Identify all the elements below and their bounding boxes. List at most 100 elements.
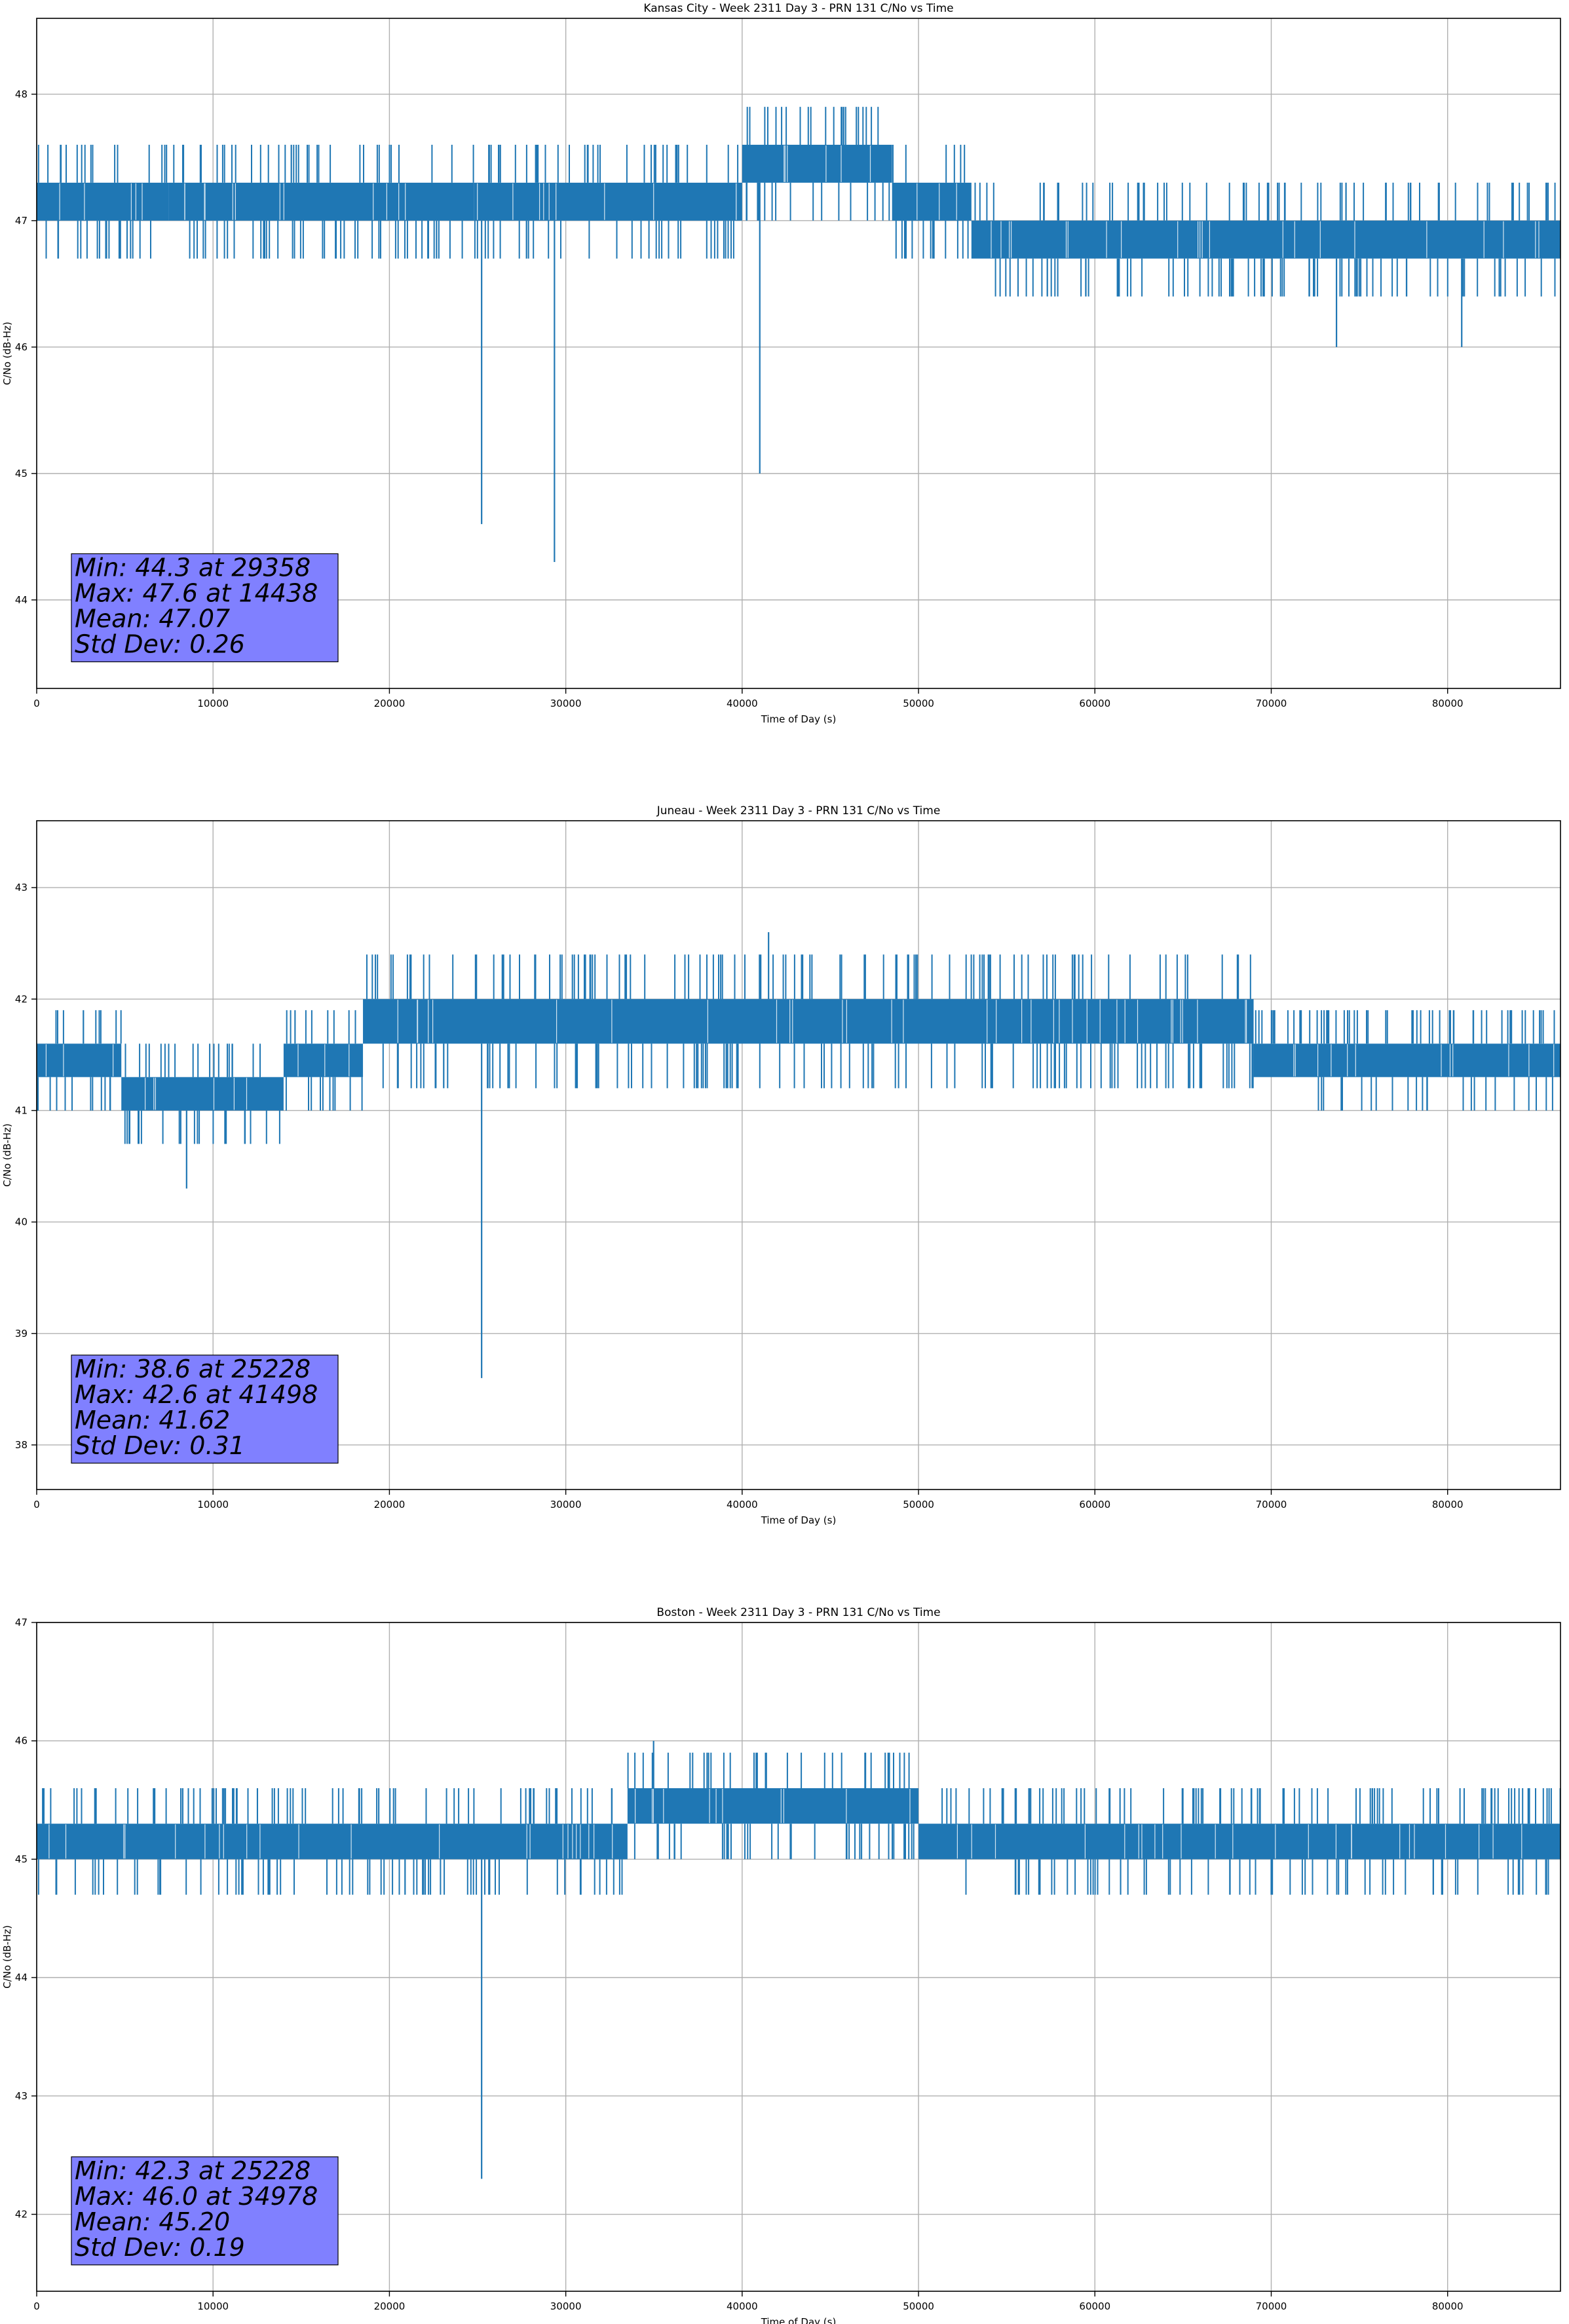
- plot-frame: [36, 18, 1561, 689]
- x-tick-label: 0: [33, 1499, 40, 1510]
- x-tick-label: 20000: [374, 2300, 406, 2312]
- signal-band: [971, 220, 1560, 259]
- signal-band: [918, 1824, 1560, 1860]
- signal-texture: [397, 1000, 1247, 1043]
- chart-panel-3: 0 10000 20000 30000 40000 50000 60000 70000 8000…: [1, 1606, 1561, 2324]
- signal-texture: [784, 145, 871, 182]
- signal-jitter: [173, 145, 474, 259]
- x-axis-label: Time of Day (s): [761, 713, 837, 725]
- stats-line: Max: 42.6 at 41498: [75, 1380, 318, 1409]
- x-tick-label: 60000: [1079, 1499, 1110, 1510]
- stats-box: [71, 2156, 339, 2266]
- y-tick-label: 44: [15, 1972, 28, 1983]
- x-tick-label: 70000: [1256, 2300, 1287, 2312]
- x-tick-label: 70000: [1256, 1499, 1287, 1510]
- x-tick-label: 60000: [1079, 2300, 1110, 2312]
- signal-texture: [59, 183, 143, 220]
- x-tick-label: 10000: [197, 1499, 229, 1510]
- stats-line: Std Dev: 0.31: [75, 1431, 245, 1460]
- signal-band: [283, 1043, 364, 1078]
- y-tick-label: 39: [15, 1328, 28, 1340]
- chart-panel-1: 0 10000 20000 30000 40000 50000 60000 70000 8000…: [1, 2, 1561, 725]
- stats-line: Min: 38.6 at 25228: [75, 1355, 311, 1383]
- signal-texture: [297, 1044, 350, 1077]
- stats-box: [71, 553, 339, 662]
- x-tick-label: 20000: [374, 698, 406, 709]
- x-tick-label: 30000: [550, 1499, 582, 1510]
- signal-band: [474, 182, 742, 221]
- x-tick-label: 70000: [1256, 698, 1287, 709]
- stats-line: Min: 42.3 at 25228: [75, 2156, 311, 2185]
- signal-jitter: [366, 954, 1254, 1089]
- x-tick-label: 0: [33, 2300, 40, 2312]
- signal-jitter: [892, 145, 969, 259]
- plot-frame: [36, 820, 1561, 1490]
- signal-texture: [1293, 1044, 1555, 1077]
- x-tick-label: 40000: [727, 698, 758, 709]
- y-tick-label: 47: [15, 1617, 28, 1628]
- x-axis-label: Time of Day (s): [761, 2316, 837, 2324]
- signal-band: [37, 1824, 628, 1860]
- signal-jitter: [285, 1010, 363, 1111]
- y-tick-label: 40: [15, 1216, 28, 1228]
- x-tick-label: 0: [33, 698, 40, 709]
- stats-line: Mean: 47.07: [75, 604, 230, 633]
- x-tick-label: 50000: [903, 1499, 934, 1510]
- x-tick-label: 20000: [374, 1499, 406, 1510]
- x-tick-label: 30000: [550, 698, 582, 709]
- y-tick-label: 43: [15, 2090, 28, 2102]
- x-tick-label: 40000: [727, 2300, 758, 2312]
- y-axis-label: C/No (dB-Hz): [1, 1123, 13, 1187]
- signal-jitter: [1255, 1010, 1555, 1111]
- x-tick-label: 30000: [550, 2300, 582, 2312]
- stats-line: Mean: 45.20: [75, 2207, 230, 2236]
- y-tick-label: 44: [15, 594, 28, 606]
- stats-line: Max: 47.6 at 14438: [75, 578, 318, 607]
- stats-line: Max: 46.0 at 34978: [75, 2182, 318, 2211]
- y-tick-label: 47: [15, 215, 28, 227]
- signal-band: [168, 182, 474, 221]
- x-axis-label: Time of Day (s): [761, 1514, 837, 1526]
- signal-jitter: [37, 1788, 623, 1895]
- plot-frame: [36, 1622, 1561, 2292]
- signal-band: [37, 182, 169, 221]
- y-tick-label: 38: [15, 1439, 28, 1451]
- y-tick-label: 42: [15, 2209, 28, 2221]
- chart-title: Boston - Week 2311 Day 3 - PRN 131 C/No …: [656, 1606, 940, 1619]
- signal-texture: [917, 183, 957, 220]
- x-tick-label: 10000: [197, 2300, 229, 2312]
- y-axis-label: C/No (dB-Hz): [1, 1925, 13, 1989]
- signal-band: [742, 145, 892, 183]
- y-tick-label: 41: [15, 1104, 28, 1116]
- x-tick-label: 50000: [903, 698, 934, 709]
- y-tick-label: 42: [15, 993, 28, 1005]
- signal-jitter: [974, 182, 1556, 297]
- chart-panel-2: 0 10000 20000 30000 40000 50000 60000 70000 8000…: [1, 804, 1561, 1526]
- signal-jitter: [627, 1752, 915, 1860]
- y-tick-label: 46: [15, 1735, 28, 1747]
- x-tick-label: 10000: [197, 698, 229, 709]
- x-tick-label: 50000: [903, 2300, 934, 2312]
- stats-line: Mean: 41.62: [75, 1406, 230, 1434]
- signal-jitter: [941, 1788, 1560, 1895]
- stats-box: [71, 1355, 339, 1464]
- stats-line: Min: 44.3 at 29358: [75, 553, 311, 582]
- signal-band: [1253, 1043, 1560, 1078]
- chart-title: Kansas City - Week 2311 Day 3 - PRN 131 …: [643, 2, 953, 15]
- x-tick-label: 80000: [1432, 2300, 1464, 2312]
- signal-jitter: [37, 1010, 122, 1111]
- signal-band: [121, 1077, 284, 1111]
- stats-line: Std Dev: 0.26: [75, 629, 245, 658]
- signal-band: [627, 1788, 919, 1824]
- y-axis-label: C/No (dB-Hz): [1, 322, 13, 385]
- signal-jitter: [474, 145, 739, 259]
- signal-texture: [635, 1789, 911, 1824]
- data-series: [37, 107, 1560, 562]
- x-tick-label: 80000: [1432, 698, 1464, 709]
- x-tick-label: 60000: [1079, 698, 1110, 709]
- signal-band: [363, 999, 1254, 1044]
- signal-band: [892, 182, 972, 221]
- y-tick-label: 43: [15, 882, 28, 893]
